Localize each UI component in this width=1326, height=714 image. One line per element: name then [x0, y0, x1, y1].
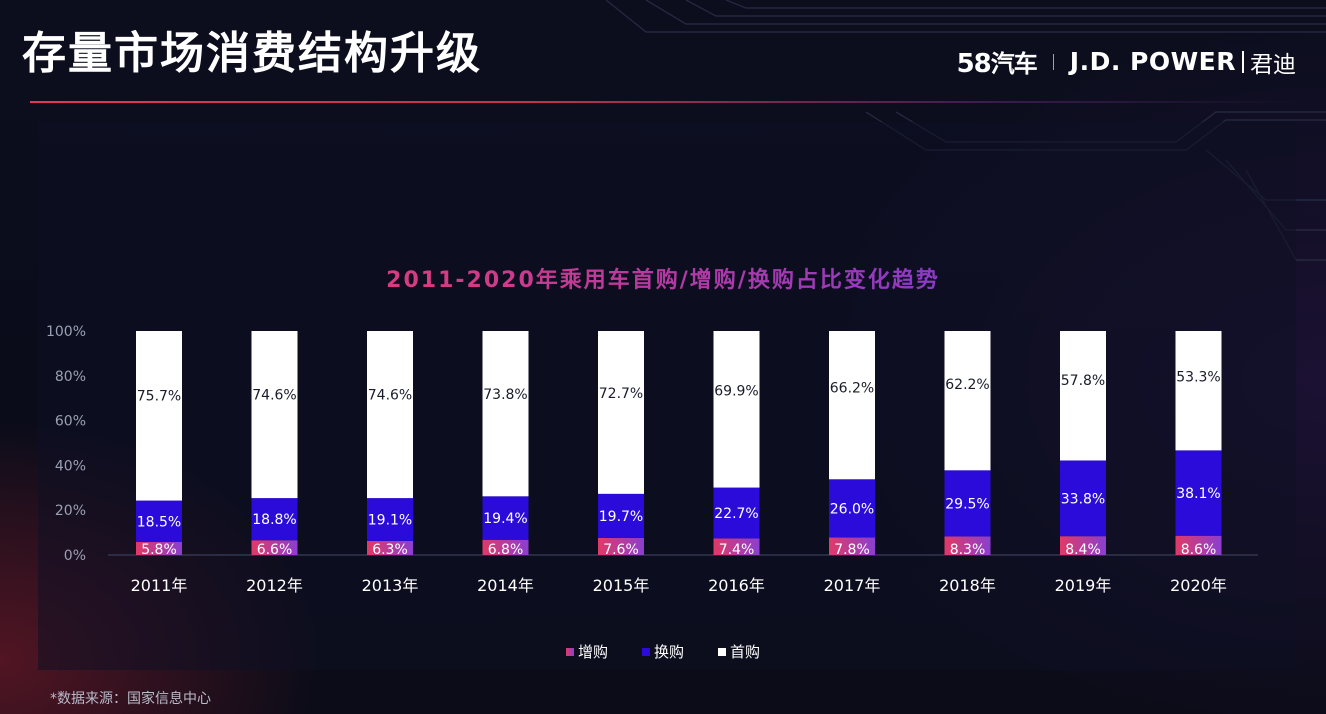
data-label-zengou: 7.4%	[719, 542, 755, 558]
bar-segment-huangou	[944, 470, 991, 537]
legend-swatch-shougou	[718, 647, 726, 656]
chart-legend: 增购 换购 首购	[0, 641, 1326, 662]
bar-segment-zengou	[482, 539, 529, 555]
x-tick-label: 2017年	[824, 576, 881, 595]
bar-segment-zengou	[598, 537, 644, 555]
legend-swatch-huangou	[641, 647, 650, 656]
logo-jd-power: J.D. POWER	[1069, 47, 1236, 76]
bar-segment-shougou	[944, 331, 991, 471]
y-tick-label: 0%	[64, 548, 86, 564]
data-label-zengou: 7.8%	[834, 542, 870, 558]
legend-swatch-zengou	[565, 647, 574, 656]
logo-divider-jd	[1242, 50, 1244, 73]
bar-segment-shougou	[713, 331, 760, 488]
data-label-shougou: 75.7%	[137, 388, 181, 404]
legend-label-zengou: 增购	[577, 643, 608, 661]
bar-segment-huangou	[251, 498, 298, 541]
bar-segment-zengou	[944, 536, 991, 555]
y-tick-label: 40%	[55, 458, 86, 474]
data-label-zengou: 6.6%	[257, 542, 293, 558]
x-tick-label: 2016年	[708, 576, 765, 595]
bar-segment-shougou	[482, 331, 529, 497]
data-label-shougou: 62.2%	[945, 377, 989, 393]
data-label-huangou: 19.7%	[599, 509, 643, 525]
x-tick-label: 2014年	[477, 576, 534, 595]
legend-label-shougou: 首购	[730, 643, 761, 661]
y-tick-label: 100%	[46, 324, 86, 340]
data-label-huangou: 18.5%	[137, 514, 181, 530]
bar-segment-zengou	[367, 540, 413, 555]
data-label-shougou: 72.7%	[599, 386, 643, 402]
data-label-shougou: 69.9%	[714, 383, 758, 399]
legend-item-shougou: 首购	[718, 641, 760, 662]
x-tick-label: 2011年	[131, 576, 188, 595]
x-tick-label: 2013年	[362, 576, 419, 595]
bar-segment-huangou	[713, 487, 760, 539]
bar-segment-shougou	[136, 331, 182, 501]
bar-segment-zengou	[251, 540, 298, 555]
logo-jd-power-cn: 君迪	[1250, 51, 1296, 78]
chart-title: 2011-2020年乘用车首购/增购/换购占比变化趋势	[0, 262, 1326, 294]
data-label-zengou: 8.3%	[950, 542, 986, 558]
data-label-huangou: 29.5%	[945, 496, 989, 512]
data-label-huangou: 19.1%	[368, 512, 412, 528]
bar-segment-huangou	[598, 493, 644, 538]
bar-segment-zengou	[136, 542, 182, 555]
bar-segment-shougou	[251, 331, 298, 499]
bar-segment-shougou	[598, 331, 644, 494]
data-label-huangou: 38.1%	[1176, 486, 1220, 502]
data-label-zengou: 6.8%	[488, 542, 524, 558]
bar-segment-huangou	[1060, 460, 1106, 537]
bar-segment-zengou	[1060, 536, 1106, 555]
bar-segment-zengou	[713, 538, 760, 555]
data-label-shougou: 74.6%	[368, 387, 412, 403]
data-label-huangou: 33.8%	[1061, 491, 1105, 507]
y-tick-label: 60%	[55, 414, 86, 430]
bar-segment-shougou	[829, 331, 875, 480]
legend-label-huangou: 换购	[653, 643, 684, 661]
bar-segment-huangou	[136, 500, 182, 543]
page-title: 存量市场消费结构升级	[22, 28, 482, 79]
x-tick-label: 2019年	[1055, 576, 1112, 595]
bar-segment-zengou	[829, 537, 875, 555]
x-tick-label: 2020年	[1170, 576, 1227, 595]
data-label-zengou: 8.6%	[1181, 542, 1217, 558]
data-label-shougou: 57.8%	[1061, 373, 1105, 389]
legend-item-huangou: 换购	[641, 641, 684, 662]
data-label-shougou: 73.8%	[483, 387, 527, 403]
bar-segment-shougou	[367, 331, 413, 499]
bar-segment-shougou	[1175, 331, 1222, 451]
logo-divider	[1052, 53, 1054, 70]
brand-logos: 58汽车 J.D. POWER 君迪	[957, 44, 1296, 79]
data-label-huangou: 18.8%	[252, 512, 296, 528]
title-underline	[30, 101, 1300, 103]
x-tick-label: 2018年	[939, 576, 996, 595]
legend-item-zengou: 增购	[565, 641, 608, 662]
data-label-huangou: 26.0%	[830, 501, 874, 517]
data-label-huangou: 19.4%	[483, 511, 527, 527]
data-label-zengou: 6.3%	[372, 542, 408, 558]
data-label-shougou: 53.3%	[1176, 369, 1220, 385]
data-label-zengou: 7.6%	[603, 542, 639, 558]
x-tick-label: 2015年	[593, 576, 650, 595]
data-label-shougou: 66.2%	[830, 380, 874, 396]
bar-segment-huangou	[1175, 450, 1222, 536]
data-label-zengou: 5.8%	[141, 542, 177, 558]
bar-segment-huangou	[829, 479, 875, 538]
data-source-note: *数据来源：国家信息中心	[50, 691, 211, 707]
data-label-shougou: 74.6%	[252, 387, 296, 403]
bar-segment-huangou	[482, 496, 529, 540]
logo-58-auto: 58汽车	[956, 49, 1038, 79]
data-label-zengou: 8.4%	[1065, 542, 1101, 558]
bar-segment-huangou	[367, 498, 413, 541]
bar-segment-zengou	[1175, 535, 1222, 555]
x-tick-label: 2012年	[246, 576, 303, 595]
y-tick-label: 80%	[55, 369, 86, 385]
bar-segment-shougou	[1060, 331, 1106, 461]
data-label-huangou: 22.7%	[714, 506, 758, 522]
y-tick-label: 20%	[55, 503, 86, 519]
